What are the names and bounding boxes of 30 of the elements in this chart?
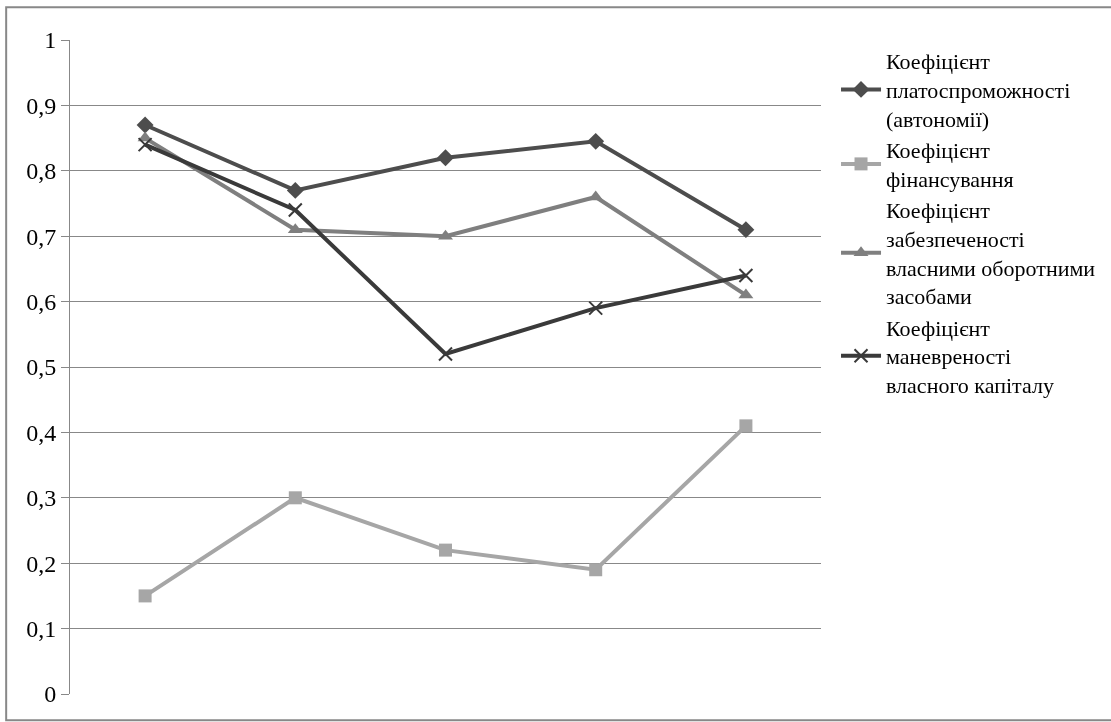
legend-label: Коефіцієнт платоспроможності (автономії) [886, 49, 1071, 132]
y-tick-label: 0,3 [26, 485, 57, 512]
y-tick-label: 0,2 [26, 550, 57, 577]
y-tick-label: 0 [44, 681, 57, 708]
point [137, 137, 153, 153]
point [287, 202, 303, 218]
point [438, 346, 453, 362]
legend-label: Коефіцієнт забезпеченості власними оборотними засобами [886, 198, 1096, 310]
y-tick-label: 0,4 [26, 419, 57, 446]
point [437, 149, 454, 167]
point [739, 419, 753, 433]
point [589, 563, 603, 577]
y-tick-label: 0,6 [26, 289, 57, 315]
y-tick-label: 0,1 [26, 616, 57, 642]
point [737, 221, 755, 239]
legend-label: Коефіцієнт маневреності власного капіталу [886, 315, 1054, 398]
point [738, 267, 754, 283]
y-tick-label: 0,8 [26, 158, 57, 185]
legend-label: Коефіцієнт фінансування [886, 138, 1014, 192]
point [138, 589, 152, 603]
y-tick-label: 0,7 [26, 223, 57, 250]
y-tick-label: 0,5 [26, 354, 57, 381]
y-tick-label: 0,9 [26, 92, 57, 119]
point [439, 543, 452, 557]
point [286, 181, 304, 199]
point [288, 491, 302, 505]
point [587, 132, 605, 150]
y-tick-label: 1 [44, 27, 57, 54]
point [136, 116, 154, 134]
point [588, 300, 604, 316]
